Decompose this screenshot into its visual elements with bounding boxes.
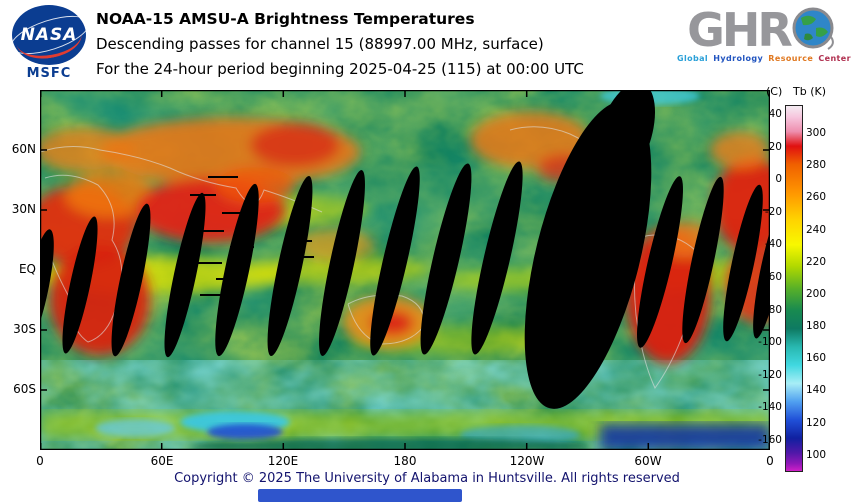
colorbar-kelvin-tick: 160: [806, 352, 827, 364]
lat-label-60n: 60N: [11, 142, 36, 156]
globe-icon: [792, 7, 834, 50]
colorbar-celsius-tick: -40: [764, 238, 782, 250]
colorbar-celsius-tick: 20: [768, 141, 782, 153]
colorbar-kelvin-tick: 180: [806, 320, 827, 332]
lon-label-0a: 0: [36, 454, 44, 468]
colorbar-celsius-header: (C): [766, 85, 783, 98]
ghrc-word-3: Center: [815, 54, 851, 63]
nasa-logo-circle: [12, 5, 86, 65]
colorbar-celsius-tick: -60: [764, 271, 782, 283]
colorbar-celsius-tick: -160: [758, 434, 782, 446]
colorbar-kelvin-tick: 100: [806, 449, 827, 461]
page-subtitle-period: For the 24-hour period beginning 2025-04…: [96, 60, 584, 78]
nasa-logo[interactable]: NASA: [6, 5, 94, 65]
ghrc-logo[interactable]: GHR Global Hydrology Resource Center: [676, 2, 851, 63]
ghrc-word-0: Global: [677, 54, 709, 63]
page-title: NOAA-15 AMSU-A Brightness Temperatures: [96, 10, 475, 28]
colorbar-kelvin-tick: 220: [806, 256, 827, 268]
page-subtitle-channel: Descending passes for channel 15 (88997.…: [96, 35, 544, 53]
bottom-blue-bar: [258, 489, 462, 502]
nasa-logo-text: NASA: [20, 25, 78, 45]
colorbar-celsius-tick: 0: [775, 173, 782, 185]
lat-label-30n: 30N: [11, 202, 36, 216]
colorbar-kelvin-tick: 140: [806, 384, 827, 396]
colorbar-kelvin-tick: 300: [806, 127, 827, 139]
lon-label-60e: 60E: [150, 454, 174, 468]
ghrc-logo-letters: GHR: [687, 3, 793, 57]
lon-label-0b: 0: [766, 454, 774, 468]
lat-label-eq: EQ: [18, 262, 36, 276]
copyright-text: Copyright © 2025 The University of Alaba…: [174, 471, 680, 486]
colorbar-kelvin-tick: 240: [806, 224, 827, 236]
colorbar-kelvin-tick: 280: [806, 159, 827, 171]
title-block: NOAA-15 AMSU-A Brightness Temperatures D…: [96, 10, 584, 85]
lat-label-60s: 60S: [13, 382, 36, 396]
colorbar-gradient: [785, 105, 803, 472]
colorbar-celsius-tick: -20: [764, 206, 782, 218]
colorbar-celsius-tick: -120: [758, 369, 782, 381]
lon-label-120e: 120E: [267, 454, 299, 468]
map-image: [20, 82, 790, 454]
lon-label-180: 180: [393, 454, 417, 468]
ghrc-tagline: Global Hydrology Resource Center: [676, 54, 851, 63]
colorbar-celsius-tick: -100: [758, 336, 782, 348]
colorbar-celsius-tick: -140: [758, 401, 782, 413]
colorbar-kelvin-tick: 260: [806, 191, 827, 203]
lon-label-120w: 120W: [509, 454, 545, 468]
polar-cold-regions: [40, 87, 770, 454]
colorbar-kelvin-tick: 200: [806, 288, 827, 300]
map: [20, 82, 790, 454]
lat-label-30s: 30S: [13, 322, 36, 336]
colorbar-celsius-tick: 40: [768, 108, 782, 120]
map-frame: [39, 89, 771, 451]
colorbar-kelvin-header: Tb (K): [793, 85, 826, 98]
colorbar-celsius-tick: -80: [764, 304, 782, 316]
ghrc-word-2: Resource: [765, 54, 814, 63]
msfc-label: MSFC: [26, 66, 72, 81]
ghrc-word-1: Hydrology: [710, 54, 764, 63]
colorbar-kelvin-tick: 120: [806, 417, 827, 429]
mouse-cable-icon: [827, 36, 834, 50]
lon-label-60w: 60W: [634, 454, 662, 468]
data-gap-swaths: [20, 82, 789, 409]
